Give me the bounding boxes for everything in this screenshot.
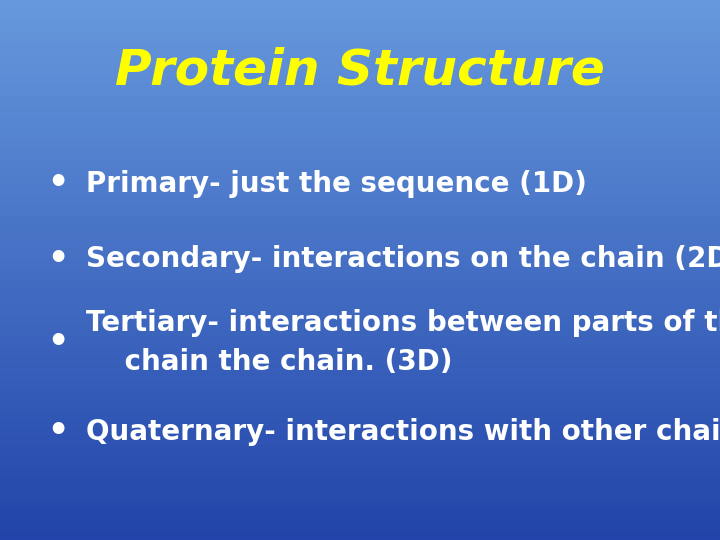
Text: •: • — [47, 326, 68, 360]
Text: Quaternary- interactions with other chains: Quaternary- interactions with other chai… — [86, 418, 720, 446]
Text: •: • — [47, 415, 68, 449]
Text: •: • — [47, 242, 68, 276]
Text: •: • — [47, 167, 68, 200]
Text: Secondary- interactions on the chain (2D): Secondary- interactions on the chain (2D… — [86, 245, 720, 273]
Text: Protein Structure: Protein Structure — [115, 46, 605, 94]
Text: Tertiary- interactions between parts of the
    chain the chain. (3D): Tertiary- interactions between parts of … — [86, 309, 720, 376]
Text: Primary- just the sequence (1D): Primary- just the sequence (1D) — [86, 170, 588, 198]
